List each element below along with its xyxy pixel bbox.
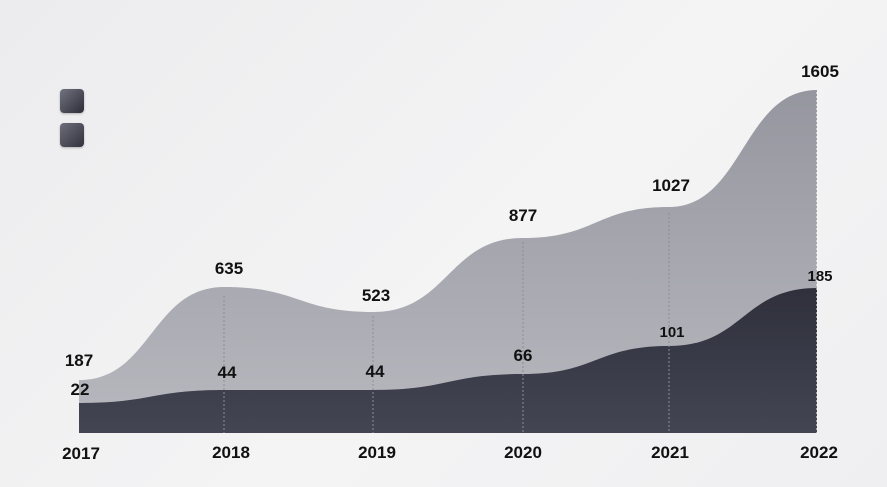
- data-label-series-1-2019: 523: [362, 286, 390, 305]
- x-tick-label-2017: 2017: [62, 444, 100, 463]
- data-label-series-1-2017: 187: [65, 351, 93, 370]
- data-label-series-1-2018: 635: [215, 259, 243, 278]
- area-series-2: [79, 288, 817, 433]
- data-label-series-2-2021: 101: [659, 324, 684, 341]
- x-tick-label-2019: 2019: [358, 443, 396, 462]
- x-tick-label-2020: 2020: [504, 443, 542, 462]
- data-label-series-2-2018: 44: [218, 363, 237, 382]
- x-tick-label-2022: 2022: [800, 443, 838, 462]
- data-label-series-1-2021: 1027: [652, 176, 690, 195]
- data-label-series-1-2022: 1605: [801, 62, 839, 81]
- data-label-series-2-2020: 66: [514, 346, 533, 365]
- data-label-series-1-2020: 877: [509, 206, 537, 225]
- legend-swatch-series-1: [60, 89, 84, 113]
- x-tick-label-2018: 2018: [212, 443, 250, 462]
- data-label-series-2-2017: 22: [71, 380, 90, 399]
- area-series-1: [79, 90, 817, 433]
- data-label-series-2-2019: 44: [366, 362, 385, 381]
- x-tick-label-2021: 2021: [651, 443, 689, 462]
- data-label-series-2-2022: 185: [807, 268, 832, 285]
- legend-swatch-series-2: [60, 123, 84, 147]
